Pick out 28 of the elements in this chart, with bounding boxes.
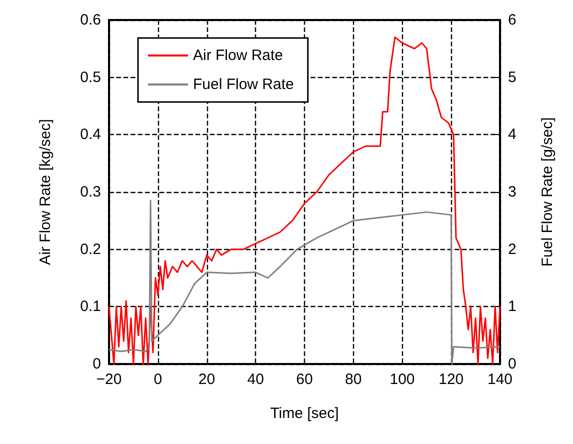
y-tick-label: 0.4	[80, 126, 101, 144]
y2-tick-label: 2	[508, 240, 516, 258]
y-tick-label: 0.6	[80, 12, 101, 28]
x-tick-label: −20	[96, 371, 122, 388]
y-tick-label: 0.2	[80, 240, 101, 258]
y2-tick-label: 6	[508, 12, 516, 28]
x-tick-label: 100	[390, 371, 415, 388]
y2-axis-title: Fuel Flow Rate [g/sec]	[539, 117, 556, 267]
y2-tick-label: 4	[508, 126, 516, 144]
y2-tick-label: 1	[508, 298, 516, 316]
y-axis-title: Air Flow Rate [kg/sec]	[37, 119, 54, 265]
y2-tick-label: 0	[508, 356, 516, 372]
x-tick-label: 80	[345, 371, 362, 388]
y-tick-label: 0	[92, 356, 101, 372]
x-tick-label: 60	[296, 371, 313, 388]
x-axis-title: Time [sec]	[270, 405, 339, 422]
y-tick-label: 0.5	[80, 68, 101, 86]
x-tick-label: 140	[487, 371, 513, 388]
y2-tick-label: 5	[508, 68, 516, 86]
x-tick-label: 40	[247, 371, 264, 388]
legend-label: Fuel Flow Rate	[193, 76, 294, 93]
x-tick-label: 20	[198, 371, 216, 388]
x-tick-label: 0	[154, 371, 162, 388]
y-tick-label: 0.3	[80, 184, 101, 200]
y2-tick-label: 3	[508, 184, 516, 200]
y-tick-label: 0.1	[80, 298, 101, 316]
legend-label: Air Flow Rate	[193, 47, 284, 64]
x-tick-label: 120	[438, 371, 464, 388]
